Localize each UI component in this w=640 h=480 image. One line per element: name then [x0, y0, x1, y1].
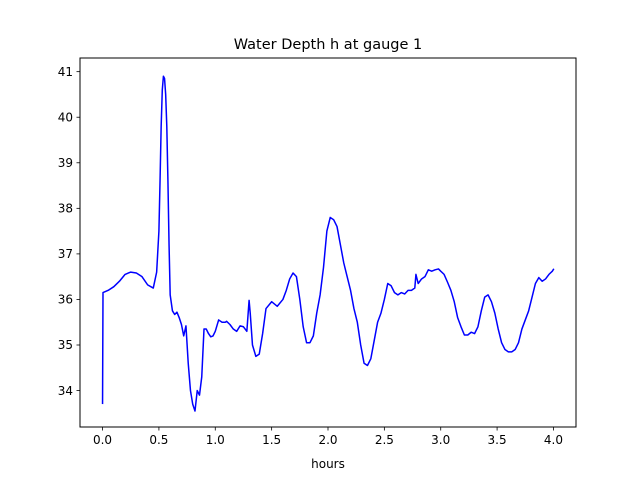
y-tick-label: 41 [58, 65, 73, 79]
chart-title: Water Depth h at gauge 1 [234, 37, 422, 53]
x-tick-label: 2.0 [318, 433, 337, 447]
y-tick-label: 37 [58, 247, 73, 261]
series-layer [101, 75, 555, 412]
x-tick-label: 4.0 [544, 433, 563, 447]
x-tick-label: 3.0 [431, 433, 450, 447]
y-tick-label: 34 [58, 384, 73, 398]
x-tick-label: 2.5 [375, 433, 394, 447]
y-tick-label: 36 [58, 293, 73, 307]
y-tick-label: 35 [58, 338, 73, 352]
y-tick-label: 39 [58, 156, 73, 170]
x-tick-label: 0.5 [149, 433, 168, 447]
x-tick-label: 0.0 [93, 433, 112, 447]
x-tick-label: 1.5 [262, 433, 281, 447]
x-axis-ticks: 0.0 0.5 1.0 1.5 2.0 2.5 3.0 3.5 4.0 [93, 427, 563, 447]
series-line-1 [101, 75, 555, 412]
y-axis-ticks: 34 35 36 37 38 39 40 41 [58, 65, 80, 398]
x-tick-label: 1.0 [206, 433, 225, 447]
x-axis-label: hours [311, 457, 345, 471]
y-tick-label: 38 [58, 202, 73, 216]
x-tick-label: 3.5 [488, 433, 507, 447]
y-tick-label: 40 [58, 110, 73, 124]
